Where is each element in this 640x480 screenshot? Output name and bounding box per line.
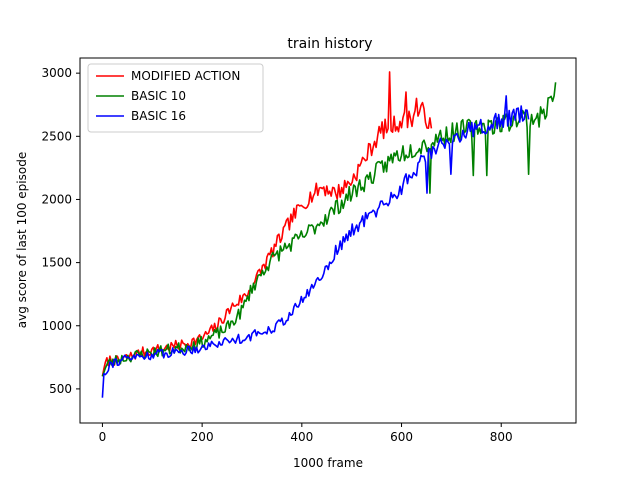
x-tick-label: 200 (191, 430, 214, 444)
x-tick-label: 800 (490, 430, 513, 444)
y-tick-label: 1500 (41, 256, 72, 270)
series-line-3 (101, 95, 530, 398)
legend-box (87, 63, 264, 133)
legend-label: BASIC 16 (131, 109, 186, 123)
y-axis: 500 1000 1500 2000 2500 3000 (41, 66, 80, 396)
legend: MODIFIED ACTION BASIC 10 BASIC 16 (87, 63, 264, 133)
y-tick-label: 3000 (41, 66, 72, 80)
y-tick-label: 2500 (41, 129, 72, 143)
series-line-1 (101, 71, 433, 377)
y-tick-label: 500 (49, 382, 72, 396)
plot-frame (79, 57, 577, 424)
x-tick-label: 600 (390, 430, 413, 444)
y-tick-label: 1000 (41, 319, 72, 333)
y-tick-label: 2000 (41, 192, 72, 206)
series-layer (101, 71, 557, 398)
chart-title: train history (287, 36, 372, 52)
x-tick-label: 400 (290, 430, 313, 444)
legend-label: BASIC 10 (131, 89, 186, 103)
x-axis: 0 200 400 600 800 (99, 423, 513, 444)
series-line-2 (101, 82, 557, 377)
x-tick-label: 0 (99, 430, 107, 444)
y-axis-title: avg score of last 100 episode (15, 152, 29, 328)
legend-label: MODIFIED ACTION (131, 69, 240, 83)
x-axis-title: 1000 frame (293, 456, 363, 470)
